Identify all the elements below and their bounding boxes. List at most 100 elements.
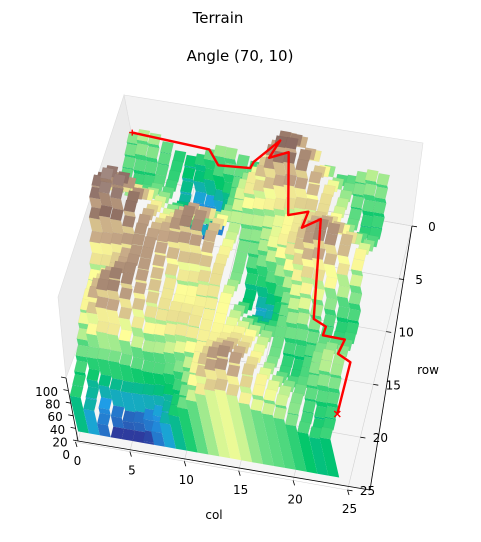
terrain-cell-wall: [287, 308, 300, 314]
terrain-cell: [266, 379, 281, 393]
terrain-cell: [253, 179, 267, 192]
terrain-cell: [306, 183, 321, 197]
terrain-cell: [304, 387, 319, 401]
terrain-cell: [245, 256, 260, 269]
terrain-cell-wall: [96, 288, 109, 299]
path-end-marker: [333, 410, 341, 418]
terrain-cell: [370, 215, 385, 229]
terrain-cell-wall: [142, 393, 157, 411]
terrain-cell: [135, 268, 149, 282]
terrain-cell-wall: [142, 350, 156, 363]
terrain-cell-wall: [133, 421, 146, 433]
terrain-cell-wall: [169, 227, 181, 233]
terrain-cell-wall: [164, 273, 177, 280]
terrain-cell: [181, 166, 196, 180]
terrain-cell-wall: [261, 413, 285, 468]
terrain-cell-wall: [110, 197, 124, 211]
terrain-cell: [69, 385, 84, 398]
terrain-cell-wall: [256, 265, 270, 278]
terrain-cell-wall: [309, 437, 329, 476]
terrain-cell-wall: [374, 197, 387, 204]
terrain-cell-wall: [314, 416, 326, 420]
terrain-cell-wall: [155, 319, 168, 326]
terrain-cell: [244, 272, 259, 286]
terrain-cell-wall: [348, 302, 361, 311]
terrain-cell-wall: [330, 374, 342, 379]
terrain-cell-wall: [239, 385, 252, 394]
path-layer: [129, 129, 352, 418]
terrain-cell-wall: [272, 161, 287, 177]
terrain-cell-wall: [244, 283, 257, 291]
terrain-cell-wall: [167, 241, 180, 249]
terrain-cell: [174, 323, 189, 337]
terrain-cell-wall: [285, 322, 298, 329]
terrain-cell: [322, 417, 337, 431]
terrain-cell-wall: [157, 308, 169, 311]
terrain-cell-wall: [306, 384, 319, 390]
terrain-cell: [273, 406, 287, 420]
terrain-cell-wall: [98, 407, 111, 415]
terrain-cell-wall: [194, 393, 220, 457]
terrain-cell-wall: [362, 210, 374, 217]
terrain-cell: [214, 253, 229, 267]
terrain-cell-wall: [86, 333, 100, 349]
terrain-cell: [236, 240, 251, 253]
z-tick-label: 40: [50, 423, 65, 437]
terrain-cell-wall: [214, 389, 242, 461]
gridline-row: [75, 441, 348, 491]
terrain-cell: [225, 383, 240, 397]
terrain-cell-wall: [216, 355, 229, 360]
terrain-cell-wall: [188, 262, 201, 273]
terrain-cell-wall: [284, 147, 297, 154]
terrain-cell-wall: [130, 346, 144, 359]
terrain-cell-wall: [278, 314, 290, 318]
terrain-cell: [132, 410, 147, 424]
terrain-cell-wall: [120, 282, 133, 290]
terrain-cell: [241, 196, 256, 210]
terrain-cell: [277, 384, 292, 398]
terrain-cell: [374, 186, 389, 200]
terrain-cell-wall: [168, 414, 187, 451]
terrain-cell: [192, 191, 207, 204]
terrain-cell-wall: [252, 207, 265, 217]
terrain-cell: [97, 347, 111, 361]
terrain-cell-wall: [293, 248, 306, 255]
terrain-cell: [89, 230, 104, 244]
terrain-cell: [145, 291, 160, 304]
terrain-cell: [131, 297, 146, 311]
terrain-cell-wall: [193, 180, 207, 194]
terrain-cell-wall: [251, 225, 264, 232]
terrain-cell-wall: [122, 166, 134, 170]
terrain-cell-wall: [204, 307, 216, 311]
terrain-cell-wall: [282, 352, 295, 358]
terrain-cell-wall: [247, 253, 260, 259]
terrain-cell: [324, 276, 338, 290]
terrain-cell-wall: [142, 441, 155, 445]
terrain-cell-wall: [164, 333, 177, 344]
terrain-cell-wall: [131, 243, 143, 247]
terrain-cell-wall: [134, 233, 146, 236]
terrain-cell-wall: [130, 367, 145, 385]
terrain-cell-wall: [311, 361, 323, 364]
terrain-cell-wall: [236, 250, 248, 253]
terrain-cell-wall: [224, 157, 237, 165]
terrain-cell-wall: [336, 273, 351, 288]
x-tick: [347, 489, 350, 496]
terrain-cell-wall: [240, 223, 253, 230]
terrain-cell: [296, 312, 311, 325]
terrain-cell: [155, 308, 169, 322]
terrain-cell-wall: [301, 258, 315, 268]
terrain-cell-wall: [110, 416, 125, 429]
terrain-cell-wall: [152, 394, 166, 407]
terrain-cell-wall: [353, 258, 365, 261]
terrain-cell-wall: [203, 178, 218, 197]
terrain-cell: [214, 378, 229, 392]
terrain-cell: [141, 339, 156, 353]
y-axis-label: row: [417, 363, 439, 377]
terrain-cell-wall: [305, 231, 317, 234]
terrain-cell-wall: [255, 307, 268, 312]
terrain-cell-wall: [131, 392, 147, 413]
terrain-cell: [319, 426, 334, 440]
x-tick-label: 5: [128, 464, 136, 478]
terrain-cell-wall: [204, 389, 231, 459]
